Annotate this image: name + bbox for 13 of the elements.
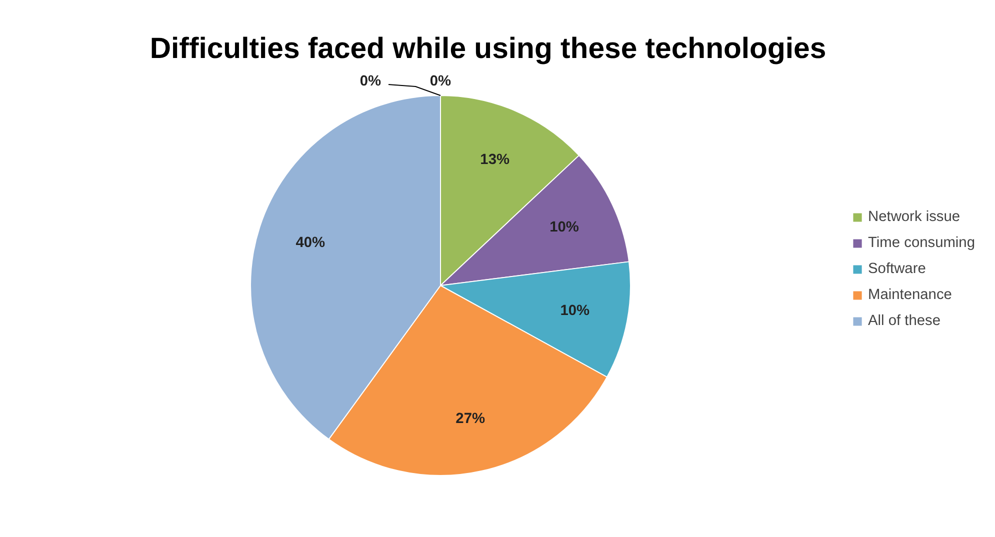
chart-title: Difficulties faced while using these technologies xyxy=(150,32,826,65)
data-label: 40% xyxy=(296,235,326,252)
legend-label: Time consuming xyxy=(868,234,975,250)
legend-label: Software xyxy=(868,260,926,276)
data-label: 13% xyxy=(480,152,510,168)
legend-label: All of these xyxy=(868,312,941,328)
data-label: 10% xyxy=(550,219,579,236)
text: 0% xyxy=(360,74,382,90)
data-label: 10% xyxy=(560,303,590,320)
legend-label: Network issue xyxy=(868,208,960,224)
data-label: 27% xyxy=(456,411,486,428)
legend-label: Maintenance xyxy=(868,286,952,302)
text: 0% xyxy=(430,74,452,90)
